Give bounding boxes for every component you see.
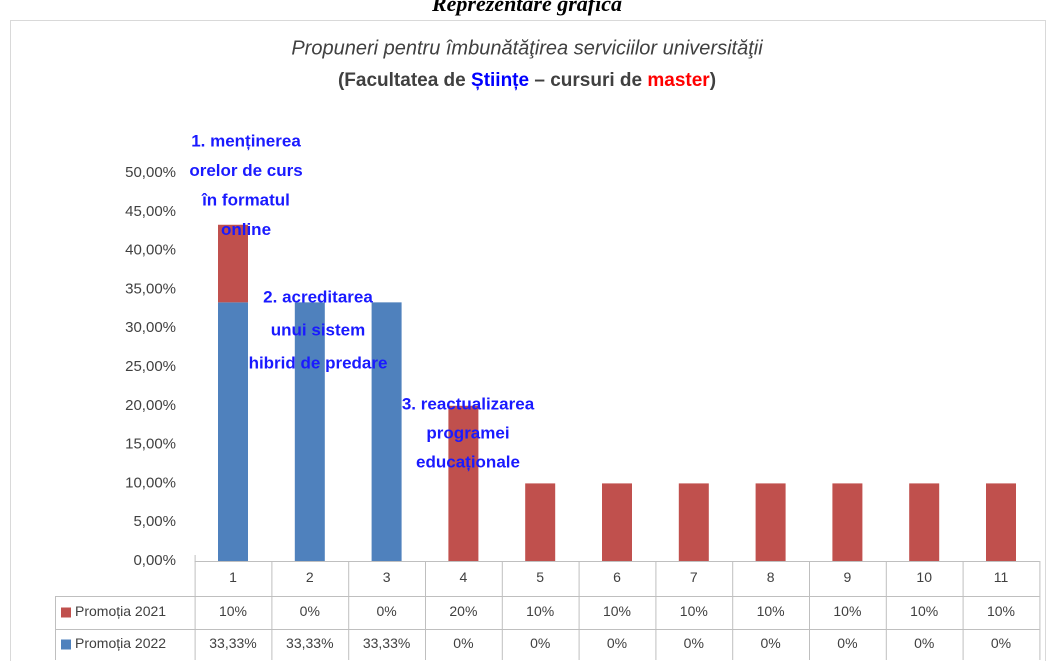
table-value: 20% (449, 603, 477, 619)
x-tick-label: 5 (536, 569, 544, 585)
table-value: 0% (453, 635, 473, 651)
annotation: programei (426, 423, 509, 442)
annotation: educaționale (416, 452, 520, 471)
x-tick-label: 8 (767, 569, 775, 585)
table-value: 0% (760, 635, 780, 651)
table-value: 0% (300, 603, 320, 619)
bar (218, 302, 248, 561)
table-value: 0% (607, 635, 627, 651)
subtitle-part: Științe (471, 70, 529, 91)
annotation: 2. acreditarea (263, 287, 373, 306)
bar (755, 483, 786, 561)
bar (986, 483, 1016, 561)
table-value: 0% (991, 635, 1011, 651)
x-tick-label: 10 (916, 569, 932, 585)
subtitle-part: master (647, 70, 710, 91)
subtitle-part: ) (710, 70, 716, 91)
annotation: hibrid de predare (249, 353, 388, 372)
x-tick-label: 6 (613, 569, 621, 585)
bar (678, 483, 709, 561)
annotation: în formatul (201, 190, 290, 209)
subtitle-part: – cursuri de (529, 70, 647, 91)
table-value: 10% (219, 603, 247, 619)
y-tick-label: 5,00% (133, 513, 176, 530)
x-tick-label: 9 (844, 569, 852, 585)
y-tick-label: 30,00% (125, 319, 176, 336)
table-value: 10% (987, 603, 1015, 619)
legend-swatch (61, 639, 71, 650)
y-tick-label: 40,00% (125, 242, 176, 259)
y-tick-label: 10,00% (125, 474, 176, 491)
y-tick-label: 35,00% (125, 280, 176, 297)
table-value: 10% (680, 603, 708, 619)
chart-title: Propuneri pentru îmbunătăţirea serviciil… (291, 37, 763, 59)
annotation: 1. menținerea (191, 131, 301, 150)
legend-label: Promoția 2022 (75, 635, 166, 651)
x-tick-label: 2 (306, 569, 314, 585)
bar (909, 483, 940, 561)
bar (832, 483, 863, 561)
y-tick-label: 45,00% (125, 203, 176, 220)
legend-swatch (61, 607, 71, 618)
y-tick-label: 0,00% (133, 552, 176, 569)
annotation: unui sistem (271, 320, 365, 339)
chart-subtitle: (Facultatea de Științe – cursuri de mast… (338, 70, 716, 91)
annotation: online (221, 220, 271, 239)
subtitle-part: (Facultatea de (338, 70, 471, 91)
table-value: 10% (526, 603, 554, 619)
x-tick-label: 4 (460, 569, 468, 585)
bar (371, 302, 402, 561)
table-value: 10% (833, 603, 861, 619)
bar (448, 405, 479, 561)
y-tick-label: 50,00% (125, 164, 176, 181)
table-value: 33,33% (286, 635, 333, 651)
x-tick-label: 3 (383, 569, 391, 585)
annotation: 3. reactualizarea (402, 394, 535, 413)
page-heading: Reprezentare grafică (431, 0, 622, 16)
table-value: 10% (757, 603, 785, 619)
table-value: 0% (684, 635, 704, 651)
x-tick-label: 11 (994, 569, 1009, 585)
bar (294, 302, 325, 561)
table-value: 0% (837, 635, 857, 651)
legend-label: Promoția 2021 (75, 603, 166, 619)
x-tick-label: 7 (690, 569, 698, 585)
table-value: 33,33% (209, 635, 256, 651)
bar (218, 224, 248, 303)
table-value: 0% (914, 635, 934, 651)
table-value: 10% (910, 603, 938, 619)
y-tick-label: 25,00% (125, 358, 176, 375)
bar (525, 483, 556, 561)
table-value: 0% (376, 603, 396, 619)
table-value: 10% (603, 603, 631, 619)
y-tick-label: 15,00% (125, 436, 176, 453)
bar (602, 483, 632, 561)
table-value: 0% (530, 635, 550, 651)
y-tick-label: 20,00% (125, 397, 176, 414)
table-value: 33,33% (363, 635, 410, 651)
x-tick-label: 1 (229, 569, 237, 585)
annotation: orelor de curs (189, 161, 302, 180)
